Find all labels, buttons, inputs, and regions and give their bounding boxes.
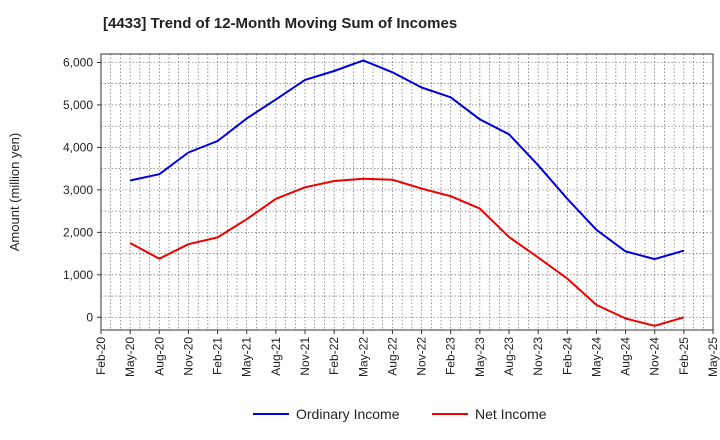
plot-frame xyxy=(100,53,714,331)
y-tick-label: 1,000 xyxy=(63,268,93,282)
x-tick-label: May-22 xyxy=(356,337,370,377)
y-tick-label: 4,000 xyxy=(63,140,93,154)
series-layer xyxy=(129,59,685,327)
x-tick-label: May-20 xyxy=(123,337,137,377)
axis-layer: 0 1,000 2,000 3,000 4,000 5,000 6,000 Feb-20 May… xyxy=(7,53,720,377)
x-tick-label: May-25 xyxy=(706,337,720,377)
x-tick-label: May-23 xyxy=(473,337,487,377)
x-tick-label: Aug-20 xyxy=(152,337,166,376)
legend-layer: Ordinary Income Net Income xyxy=(253,406,547,422)
y-axis-title: Amount (million yen) xyxy=(7,133,22,252)
y-tick-label: 3,000 xyxy=(63,183,93,197)
y-tick-label: 0 xyxy=(86,310,93,324)
x-tick-label: Feb-22 xyxy=(327,337,341,375)
x-tick-label: May-24 xyxy=(589,337,603,377)
y-tick-label: 5,000 xyxy=(63,98,93,112)
x-tick-label: Nov-21 xyxy=(298,337,312,376)
y-tick-label: 6,000 xyxy=(63,55,93,69)
x-tick-label: May-21 xyxy=(240,337,254,377)
x-tick-label: Aug-23 xyxy=(502,337,516,376)
legend-label: Net Income xyxy=(475,406,547,422)
series-line-ordinary-income xyxy=(129,59,685,261)
grid-layer xyxy=(101,54,713,330)
chart-title: [4433] Trend of 12-Month Moving Sum of I… xyxy=(103,15,458,32)
x-tick-label: Aug-21 xyxy=(269,337,283,376)
x-tick-label: Feb-25 xyxy=(677,337,691,375)
x-tick-label: Feb-24 xyxy=(560,337,574,375)
legend-label: Ordinary Income xyxy=(296,406,400,422)
x-tick-label: Nov-23 xyxy=(531,337,545,376)
x-tick-label: Feb-23 xyxy=(444,337,458,375)
x-tick-label: Nov-24 xyxy=(648,337,662,376)
x-tick-label: Nov-20 xyxy=(181,337,195,376)
x-tick-label: Aug-22 xyxy=(385,337,399,376)
x-tick-label: Feb-20 xyxy=(94,337,108,375)
x-tick-label: Aug-24 xyxy=(619,337,633,376)
y-tick-label: 2,000 xyxy=(63,225,93,239)
x-tick-label: Nov-22 xyxy=(415,337,429,376)
series-line-net-income xyxy=(129,177,685,327)
x-tick-label: Feb-21 xyxy=(211,337,225,375)
